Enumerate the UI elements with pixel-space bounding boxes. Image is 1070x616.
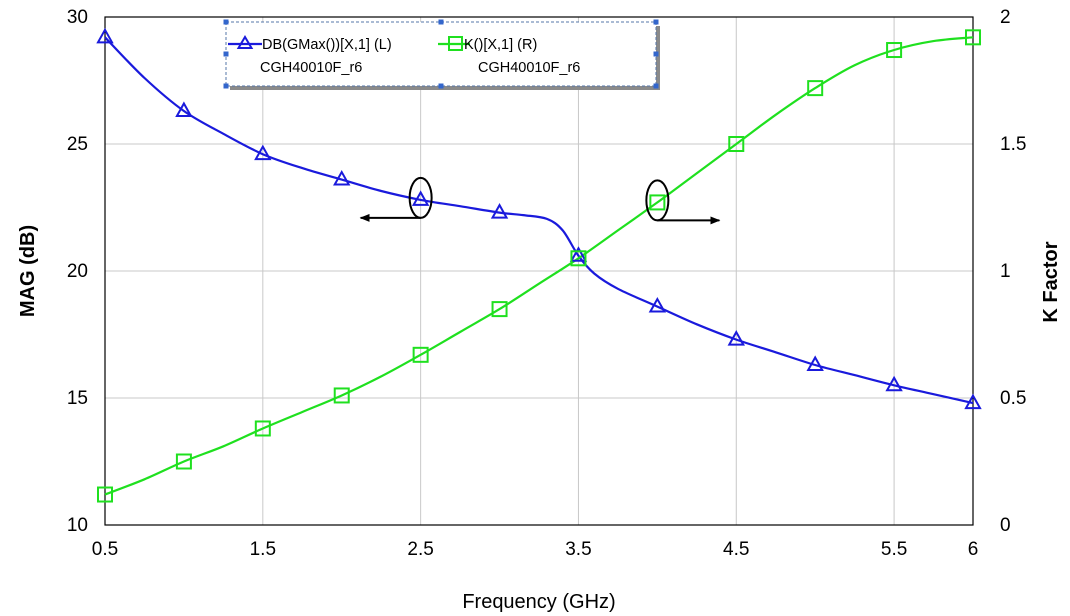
- series-1-point-5: [491, 301, 508, 318]
- series-0-point-8: [727, 330, 745, 346]
- legend-handle-4: [653, 51, 659, 57]
- tick-labels: 0.5 1.5 2.5 3.5 4.5 5.5 6 10 15 20 25 30 0 0.5 1 1.5 2: [67, 7, 1027, 560]
- legend-handle-7: [653, 83, 659, 89]
- series-0-point-11: [964, 393, 982, 410]
- series-1-point-3: [333, 387, 350, 404]
- grid: [104, 16, 974, 526]
- series-markers: [96, 27, 982, 503]
- legend-sublabel-mag: CGH40010F_r6: [260, 60, 362, 76]
- x-tick-label-5: 5.5: [881, 539, 907, 560]
- x-tick-label-2: 2.5: [407, 539, 433, 560]
- y-right-tick-label-3: 1.5: [1000, 134, 1026, 155]
- series-0-point-9: [806, 355, 824, 371]
- y-left-tick-label-3: 25: [67, 134, 88, 155]
- series-1-point-2: [254, 420, 271, 437]
- y-axis-left-title: MAG (dB): [17, 225, 39, 317]
- series-1-point-1: [175, 453, 192, 470]
- legend-label-k: K()[X,1] (R): [464, 37, 537, 53]
- legend: DB(GMax())[X,1] (L) CGH40010F_r6 K()[X,1…: [223, 19, 660, 90]
- legend-label-mag: DB(GMax())[X,1] (L): [262, 37, 392, 53]
- y-right-tick-label-4: 2: [1000, 7, 1011, 28]
- series-1-point-6: [570, 250, 587, 267]
- series-1-point-7: [649, 194, 666, 211]
- series-1-point-4: [412, 346, 429, 363]
- x-tick-label-0: 0.5: [92, 539, 118, 560]
- y-right-tick-label-1: 0.5: [1000, 388, 1026, 409]
- legend-handle-3: [223, 51, 229, 57]
- legend-handle-0: [223, 19, 229, 25]
- x-tick-label-1: 1.5: [250, 539, 276, 560]
- y-left-tick-label-4: 30: [67, 7, 88, 28]
- series-1-point-0: [97, 486, 113, 503]
- y-right-tick-label-2: 1: [1000, 261, 1011, 282]
- legend-handle-2: [653, 19, 659, 25]
- legend-handles: [223, 19, 659, 89]
- series-line-1: [104, 36, 974, 496]
- x-tick-label-4: 4.5: [723, 539, 749, 560]
- series-0-point-5: [490, 203, 509, 219]
- x-tick-label-3: 3.5: [565, 539, 591, 560]
- annotations: [359, 176, 721, 225]
- y-left-tick-label-2: 20: [67, 261, 88, 282]
- series-0-point-6: [569, 246, 588, 262]
- legend-box: [225, 21, 657, 87]
- plot-area-frame: [104, 16, 974, 526]
- x-tick-label-6: 6: [968, 539, 979, 560]
- series-1-point-9: [807, 80, 824, 97]
- x-axis-title: Frequency (GHz): [462, 591, 615, 613]
- legend-handle-6: [438, 83, 444, 89]
- series-0-point-10: [885, 375, 903, 392]
- legend-marker-triangle-icon: [236, 35, 254, 49]
- y-right-tick-label-0: 0: [1000, 515, 1011, 536]
- series-line-0: [104, 36, 974, 405]
- series-lines: [104, 36, 974, 496]
- y-left-tick-label-0: 10: [67, 515, 88, 536]
- y-left-tick-label-1: 15: [67, 388, 88, 409]
- series-1-point-10: [886, 42, 903, 59]
- legend-sublabel-k: CGH40010F_r6: [478, 60, 580, 76]
- y-axis-right-title: K Factor: [1040, 241, 1062, 322]
- series-0-point-2: [254, 144, 272, 161]
- series-0-point-0: [96, 27, 114, 44]
- series-1-point-11: [965, 29, 981, 46]
- legend-handle-1: [438, 19, 444, 25]
- series-0-point-3: [333, 170, 351, 186]
- legend-handle-5: [223, 83, 229, 89]
- series-0-point-4: [411, 190, 430, 206]
- series-0-point-1: [175, 101, 193, 117]
- series-0-point-7: [648, 297, 667, 313]
- legend-marker-square-icon: [448, 36, 463, 51]
- series-1-point-8: [728, 136, 745, 152]
